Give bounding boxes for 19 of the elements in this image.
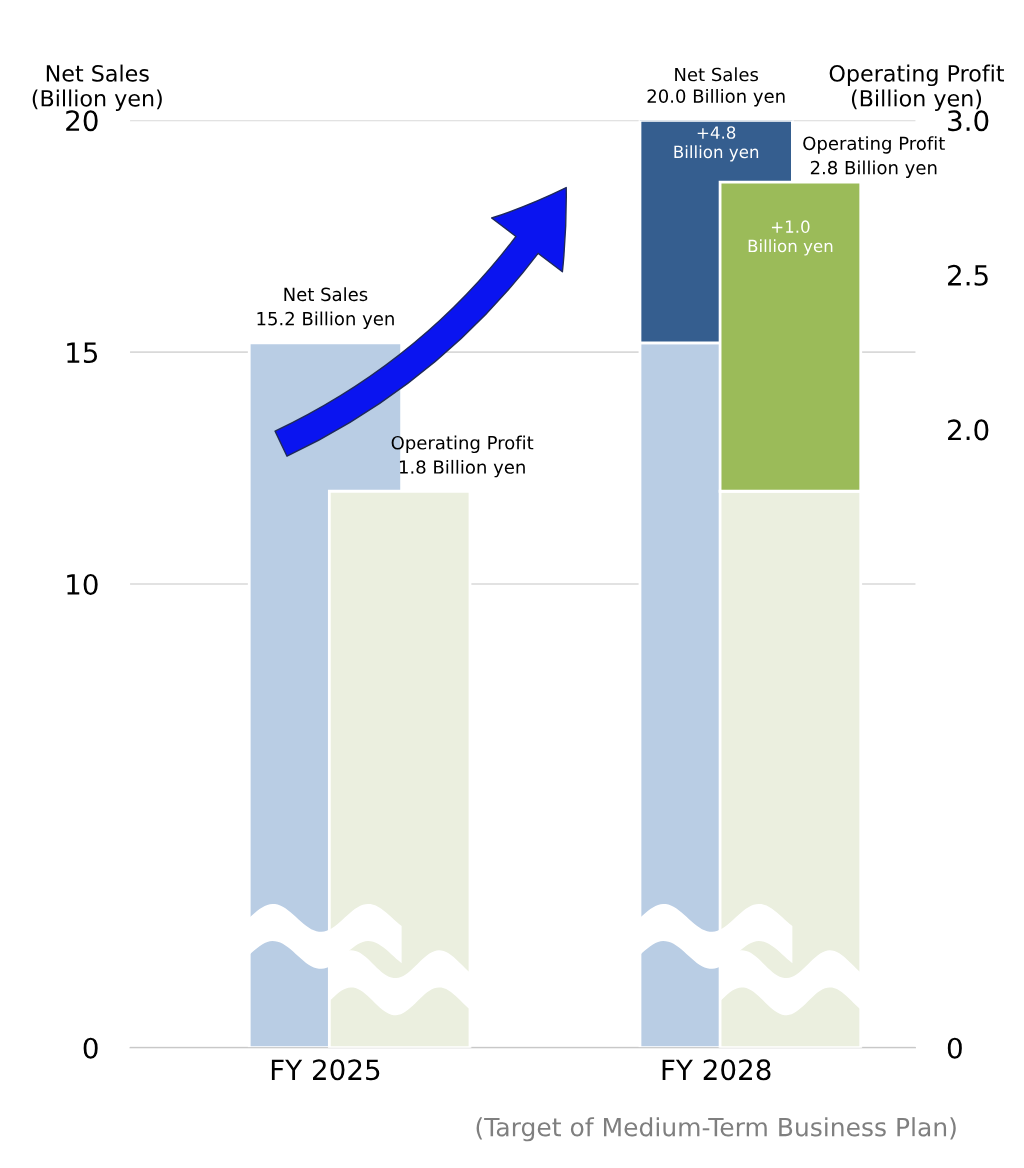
y-tick-label: 0 (83, 1037, 98, 1059)
y2-axis-title: Operating Profit (Billion yen) (829, 64, 1005, 111)
y2-tick-label: 2.0 (948, 419, 989, 441)
y-axis-title: Net Sales (Billion yen) (32, 64, 162, 111)
y2-tick-label: 2.5 (948, 264, 988, 286)
y2-tick-label: 3.0 (948, 110, 989, 132)
y-tick-label: 15 (67, 342, 98, 364)
x-tick-label: FY 2025 (271, 1059, 380, 1081)
data-label: Operating Profit 1.8 Billion yen (391, 435, 534, 478)
data-label: +4.8 Billion yen (674, 126, 759, 162)
total-label: Net Sales 20.0 Billion yen (647, 67, 785, 107)
annotation: Operating Profit 2.8 Billion yen (803, 136, 945, 178)
y-tick-label: 10 (67, 573, 98, 595)
text: (Target of Medium-Term Business Plan) (476, 1117, 956, 1142)
data-label: Net Sales 15.2 Billion yen (257, 287, 394, 329)
x-tick-label: FY 2028 (662, 1059, 771, 1081)
data-label: +1.0 Billion yen (748, 220, 833, 256)
y2-tick-label: 0 (947, 1037, 962, 1059)
y-tick-label: 20 (66, 110, 98, 132)
